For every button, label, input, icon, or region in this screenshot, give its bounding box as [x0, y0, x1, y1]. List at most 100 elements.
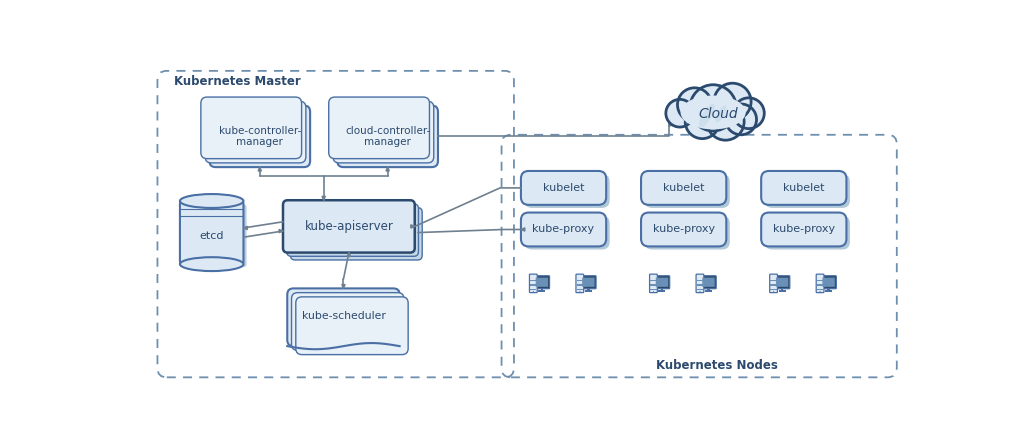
- FancyBboxPatch shape: [524, 216, 609, 249]
- FancyBboxPatch shape: [778, 290, 785, 292]
- Circle shape: [773, 291, 774, 292]
- FancyBboxPatch shape: [581, 276, 596, 289]
- FancyBboxPatch shape: [705, 290, 712, 292]
- FancyBboxPatch shape: [644, 216, 730, 249]
- FancyBboxPatch shape: [781, 288, 783, 290]
- FancyBboxPatch shape: [650, 284, 656, 286]
- Text: kube-apiserver: kube-apiserver: [304, 220, 393, 233]
- FancyBboxPatch shape: [283, 200, 415, 253]
- Text: Kubernetes Master: Kubernetes Master: [174, 75, 301, 89]
- Ellipse shape: [681, 96, 745, 129]
- FancyBboxPatch shape: [654, 276, 670, 289]
- Text: kube-proxy: kube-proxy: [532, 225, 595, 234]
- Circle shape: [685, 105, 719, 139]
- FancyBboxPatch shape: [655, 278, 669, 287]
- FancyBboxPatch shape: [776, 278, 788, 287]
- Polygon shape: [342, 284, 345, 288]
- Circle shape: [707, 103, 744, 140]
- Ellipse shape: [180, 257, 244, 271]
- Text: kubelet: kubelet: [543, 183, 585, 193]
- Text: kube-controller-
manager: kube-controller- manager: [218, 125, 301, 147]
- FancyBboxPatch shape: [296, 297, 409, 354]
- FancyBboxPatch shape: [541, 288, 543, 290]
- Ellipse shape: [715, 105, 727, 123]
- FancyBboxPatch shape: [822, 278, 835, 287]
- FancyBboxPatch shape: [529, 274, 538, 293]
- FancyBboxPatch shape: [530, 280, 537, 281]
- FancyBboxPatch shape: [765, 216, 850, 249]
- Circle shape: [532, 291, 534, 292]
- FancyBboxPatch shape: [700, 276, 716, 289]
- FancyBboxPatch shape: [524, 174, 609, 208]
- FancyBboxPatch shape: [575, 274, 584, 293]
- FancyBboxPatch shape: [577, 289, 583, 290]
- FancyBboxPatch shape: [761, 213, 847, 246]
- Ellipse shape: [180, 194, 244, 208]
- FancyBboxPatch shape: [770, 284, 776, 286]
- FancyBboxPatch shape: [539, 290, 546, 292]
- FancyBboxPatch shape: [817, 289, 823, 290]
- FancyBboxPatch shape: [536, 278, 548, 287]
- Circle shape: [819, 291, 820, 292]
- FancyBboxPatch shape: [329, 97, 429, 159]
- FancyBboxPatch shape: [337, 105, 438, 167]
- FancyBboxPatch shape: [641, 171, 726, 205]
- Text: kube-scheduler: kube-scheduler: [301, 311, 385, 321]
- FancyBboxPatch shape: [521, 171, 606, 205]
- Ellipse shape: [679, 94, 748, 131]
- FancyBboxPatch shape: [697, 280, 703, 281]
- Polygon shape: [347, 253, 350, 256]
- FancyBboxPatch shape: [827, 288, 829, 290]
- Ellipse shape: [699, 104, 715, 128]
- FancyBboxPatch shape: [817, 280, 823, 281]
- FancyBboxPatch shape: [288, 288, 399, 346]
- Text: cloud-controller-
manager: cloud-controller- manager: [345, 125, 430, 147]
- Polygon shape: [411, 225, 415, 228]
- FancyBboxPatch shape: [287, 204, 419, 256]
- FancyBboxPatch shape: [291, 208, 422, 260]
- FancyBboxPatch shape: [180, 201, 244, 264]
- Circle shape: [580, 291, 581, 292]
- FancyBboxPatch shape: [770, 280, 776, 281]
- FancyBboxPatch shape: [770, 289, 776, 290]
- FancyBboxPatch shape: [535, 276, 550, 289]
- FancyBboxPatch shape: [333, 101, 434, 163]
- FancyBboxPatch shape: [530, 284, 537, 286]
- Circle shape: [678, 88, 712, 122]
- Polygon shape: [386, 167, 389, 171]
- Polygon shape: [322, 196, 326, 200]
- FancyBboxPatch shape: [183, 204, 247, 267]
- Circle shape: [653, 291, 654, 292]
- Text: kubelet: kubelet: [663, 183, 705, 193]
- FancyBboxPatch shape: [521, 213, 606, 246]
- FancyBboxPatch shape: [530, 289, 537, 290]
- FancyBboxPatch shape: [209, 105, 310, 167]
- FancyBboxPatch shape: [702, 278, 715, 287]
- Text: Cloud: Cloud: [698, 107, 737, 121]
- FancyBboxPatch shape: [816, 274, 824, 293]
- FancyBboxPatch shape: [201, 97, 302, 159]
- FancyBboxPatch shape: [821, 276, 837, 289]
- FancyBboxPatch shape: [649, 274, 657, 293]
- FancyBboxPatch shape: [817, 284, 823, 286]
- FancyBboxPatch shape: [770, 274, 777, 293]
- FancyBboxPatch shape: [583, 278, 595, 287]
- FancyBboxPatch shape: [658, 290, 666, 292]
- Circle shape: [733, 98, 764, 128]
- FancyBboxPatch shape: [641, 213, 726, 246]
- FancyBboxPatch shape: [697, 284, 703, 286]
- FancyBboxPatch shape: [761, 171, 847, 205]
- Text: Kubernetes Nodes: Kubernetes Nodes: [656, 359, 778, 372]
- Polygon shape: [521, 228, 525, 231]
- FancyBboxPatch shape: [825, 290, 833, 292]
- Circle shape: [714, 83, 751, 120]
- Circle shape: [699, 291, 700, 292]
- FancyBboxPatch shape: [696, 274, 703, 293]
- FancyBboxPatch shape: [697, 289, 703, 290]
- FancyBboxPatch shape: [708, 288, 710, 290]
- Polygon shape: [258, 167, 261, 171]
- Polygon shape: [244, 226, 248, 229]
- FancyBboxPatch shape: [585, 290, 592, 292]
- Circle shape: [726, 104, 757, 135]
- FancyBboxPatch shape: [644, 174, 730, 208]
